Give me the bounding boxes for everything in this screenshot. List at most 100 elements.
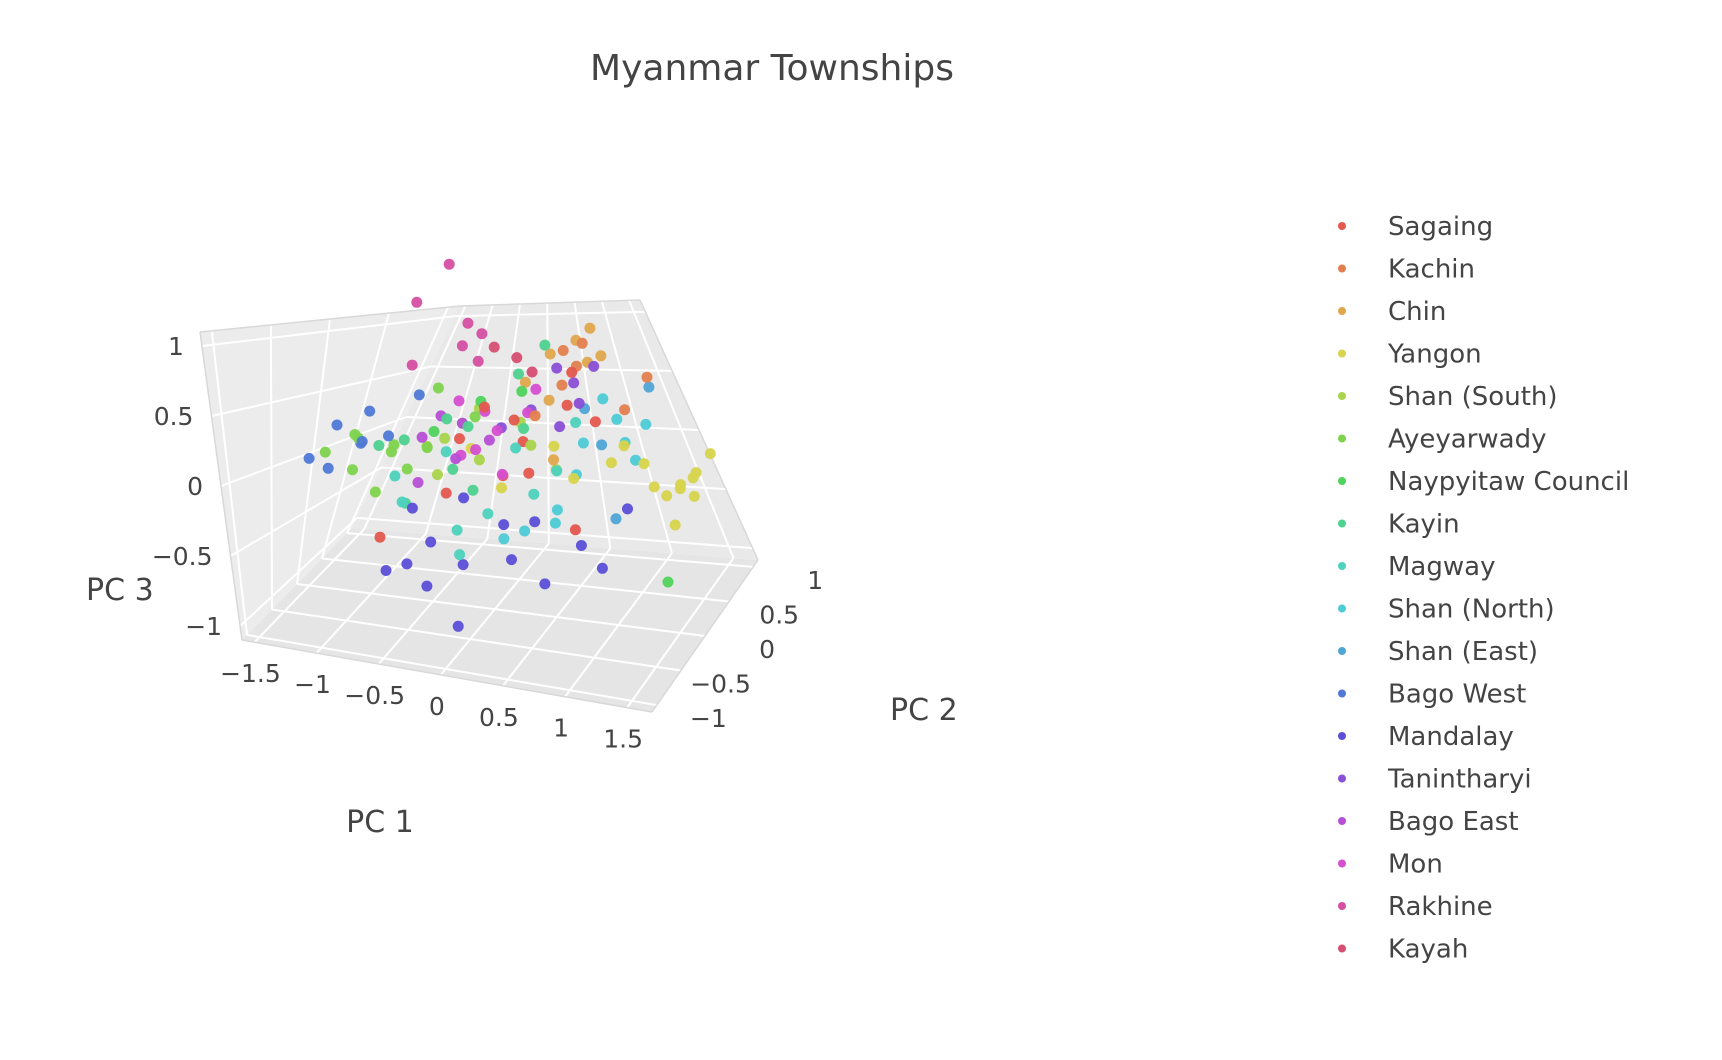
- data-point-magway: [510, 442, 522, 454]
- data-point-yangon: [675, 479, 687, 491]
- z-tick-label: 1: [168, 332, 184, 361]
- data-point-kayah: [488, 341, 500, 353]
- data-point-yangon: [690, 467, 702, 479]
- data-point-shan-north: [551, 504, 563, 516]
- legend-item-mon[interactable]: Mon: [1338, 850, 1443, 880]
- axis-tick-labels: −1.5 −1 −0.5 0 0.5 1 1.5 −1 −0.5 0 0.5 1 −1 −0.5 0 0.5 1: [152, 332, 823, 754]
- y-gridline: [271, 608, 682, 672]
- data-point-tanintharyi: [568, 377, 580, 389]
- data-point-shan-east: [610, 513, 622, 525]
- data-point-mon: [470, 444, 482, 456]
- legend-item-shan-east[interactable]: Shan (East): [1338, 637, 1538, 667]
- legend-item-naypyitaw-council[interactable]: Naypyitaw Council: [1338, 467, 1629, 497]
- y-tick-label: −1: [690, 704, 727, 733]
- legend-label: Yangon: [1387, 340, 1482, 370]
- legend-item-yangon[interactable]: Yangon: [1338, 340, 1482, 370]
- data-point-bago-east: [450, 453, 462, 465]
- floor-plane: [242, 528, 758, 712]
- z-tick-label: 0: [187, 472, 203, 501]
- data-point-mandalay: [458, 492, 470, 504]
- legend-marker: [1338, 647, 1346, 655]
- data-point-shan-north: [577, 437, 589, 449]
- data-point-bago-west: [413, 389, 425, 401]
- data-point-rakhine: [476, 328, 488, 340]
- legend-item-ayeyarwady[interactable]: Ayeyarwady: [1338, 425, 1547, 455]
- legend-marker: [1338, 774, 1346, 783]
- y-tick-label: 0.5: [759, 600, 799, 629]
- data-point-yangon: [568, 473, 580, 484]
- 3d-scene[interactable]: −1.5 −1 −0.5 0 0.5 1 1.5 −1 −0.5 0 0.5 1 −1 −0.5 0 0.5 1…: [86, 258, 958, 840]
- data-point-yangon: [648, 481, 660, 493]
- data-point-chin: [595, 350, 607, 362]
- legend-label: Shan (South): [1388, 382, 1558, 412]
- data-point-sagaing: [566, 366, 578, 378]
- legend-marker: [1338, 732, 1346, 740]
- legend-marker: [1338, 519, 1346, 528]
- z-gridline: [201, 315, 456, 347]
- data-point-tanintharyi: [554, 421, 566, 433]
- data-point-kayin: [441, 413, 453, 425]
- z-gridline: [211, 365, 431, 417]
- legend-marker: [1338, 902, 1346, 910]
- legend-label: Bago West: [1388, 680, 1526, 710]
- legend-item-shan-north[interactable]: Shan (North): [1338, 595, 1555, 625]
- data-point-mon: [530, 383, 542, 395]
- data-point-bago-west: [356, 436, 368, 447]
- data-point-mandalay: [498, 519, 510, 531]
- legend-item-rakhine[interactable]: Rakhine: [1338, 892, 1493, 922]
- legend-item-kayah[interactable]: Kayah: [1338, 935, 1468, 965]
- data-point-magway: [440, 446, 452, 458]
- legend-item-magway[interactable]: Magway: [1338, 552, 1495, 582]
- x-tick-label: −1: [294, 670, 331, 699]
- legend-item-tanintharyi[interactable]: Tanintharyi: [1338, 765, 1532, 795]
- y-tick-label: 1: [807, 566, 823, 595]
- data-point-mandalay: [622, 503, 633, 515]
- data-point-mon: [496, 468, 508, 480]
- data-point-mandalay: [406, 502, 418, 514]
- legend-label: Kayah: [1388, 935, 1468, 965]
- z-gridline: [239, 517, 358, 627]
- data-point-ayeyarwady: [369, 486, 381, 498]
- z-tick-label: 0.5: [154, 402, 194, 431]
- data-point-sagaing: [589, 416, 601, 428]
- data-point-tanintharyi: [551, 362, 563, 374]
- data-point-magway: [551, 465, 563, 477]
- x-tick-label: −0.5: [344, 681, 405, 710]
- data-point-chin: [548, 454, 559, 466]
- data-point-mandalay: [539, 578, 551, 590]
- legend-marker: [1338, 434, 1346, 443]
- legend-item-chin[interactable]: Chin: [1338, 297, 1446, 327]
- data-point-kachin: [529, 410, 541, 422]
- data-point-yangon: [669, 519, 681, 531]
- legend-item-mandalay[interactable]: Mandalay: [1338, 722, 1514, 752]
- legend-item-shan-south[interactable]: Shan (South): [1338, 382, 1558, 412]
- legend-marker: [1338, 349, 1346, 358]
- legend-label: Rakhine: [1388, 892, 1493, 922]
- data-point-bago-east: [412, 477, 424, 488]
- z-gridline: [405, 416, 700, 431]
- legend-item-kayin[interactable]: Kayin: [1338, 510, 1460, 540]
- legend-label: Shan (East): [1388, 637, 1538, 667]
- x-axis-title: PC 1: [346, 805, 414, 840]
- legend-item-bago-west[interactable]: Bago West: [1338, 680, 1526, 710]
- data-point-sagaing: [440, 487, 452, 499]
- legend-item-sagaing[interactable]: Sagaing: [1338, 212, 1493, 242]
- data-point-shan-north: [630, 454, 642, 466]
- data-point-shan-south: [473, 454, 485, 466]
- data-point-shan-south: [439, 432, 451, 444]
- legend-item-kachin[interactable]: Kachin: [1338, 255, 1475, 285]
- data-point-sagaing: [523, 467, 535, 479]
- data-point-shan-south: [432, 469, 443, 481]
- data-point-kayin: [539, 339, 551, 351]
- legend-marker: [1338, 604, 1346, 613]
- data-point-rakhine: [411, 296, 423, 308]
- z-tick-label: −1: [185, 612, 222, 641]
- data-point-bago-west: [331, 419, 343, 431]
- legend-marker: [1338, 264, 1346, 273]
- y-axis-title: PC 2: [890, 693, 958, 728]
- data-point-mandalay: [425, 536, 437, 548]
- legend-item-bago-east[interactable]: Bago East: [1338, 807, 1519, 837]
- data-point-kayin: [373, 440, 385, 451]
- box-edge: [459, 299, 641, 307]
